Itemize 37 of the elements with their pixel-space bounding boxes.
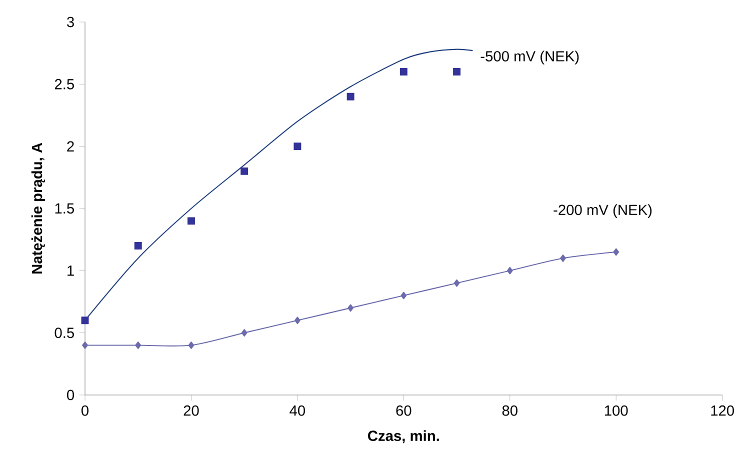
point xyxy=(187,217,195,225)
y-tick-label: 1 xyxy=(68,266,74,276)
x-tick-label: 120 xyxy=(711,405,734,416)
point xyxy=(454,279,460,287)
point xyxy=(506,266,513,274)
point xyxy=(135,342,142,349)
x-tick-label: 80 xyxy=(502,405,518,416)
point xyxy=(613,248,620,256)
point xyxy=(188,342,194,349)
x-tick-label: 60 xyxy=(396,405,412,416)
y-axis-title: Natężenie prądu, A xyxy=(31,142,46,274)
point xyxy=(294,142,302,150)
y-tick-label: 2 xyxy=(67,141,74,152)
point xyxy=(453,68,461,76)
x-tick-label: 0 xyxy=(81,405,88,416)
text: -200 mV (NEK) xyxy=(554,204,652,218)
point xyxy=(82,342,88,349)
y-tick-label: 0 xyxy=(67,390,74,400)
y-tick-label: 3 xyxy=(67,16,74,28)
point xyxy=(346,92,354,100)
point xyxy=(240,167,248,175)
point xyxy=(81,316,89,324)
y-tick-label: 0.5 xyxy=(54,328,74,338)
point xyxy=(400,68,408,76)
x-tick-label: 100 xyxy=(604,405,628,416)
series-label: -500 mV (NEK) xyxy=(480,50,579,64)
x-tick-label: 20 xyxy=(184,405,199,416)
point xyxy=(134,242,142,250)
y-tick-label: 1.5 xyxy=(55,203,74,214)
y-tick-label: 2.5 xyxy=(54,78,74,90)
point xyxy=(348,304,354,312)
x-axis-title: Czas, min. xyxy=(368,430,439,444)
point xyxy=(560,254,566,262)
point xyxy=(400,292,407,300)
x-tick-label: 40 xyxy=(290,405,306,416)
point xyxy=(294,316,300,324)
point xyxy=(241,329,248,337)
